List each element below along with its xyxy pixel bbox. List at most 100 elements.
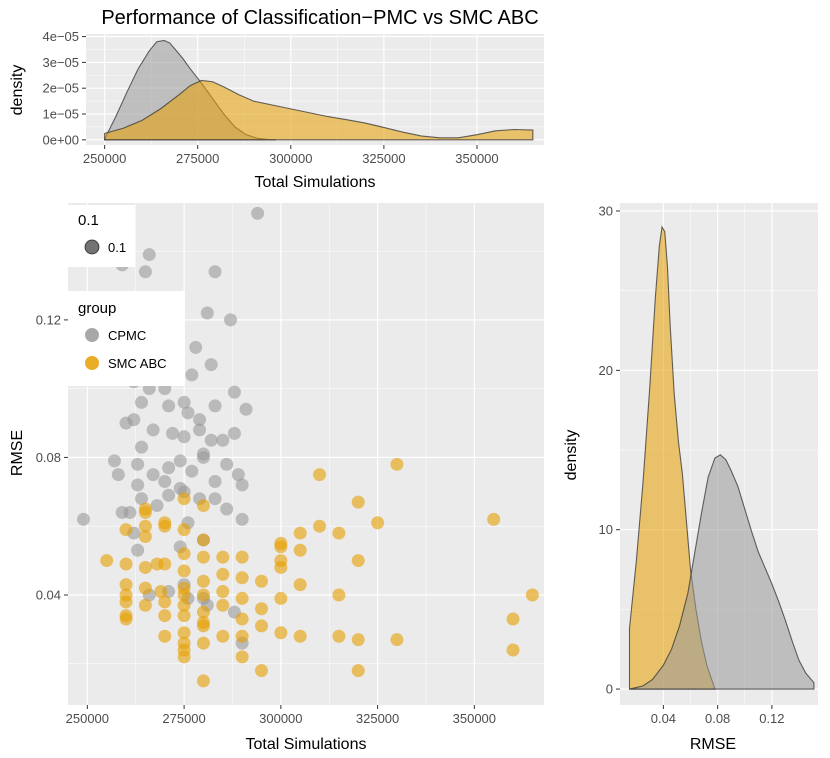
point-smc-abc: [177, 564, 191, 578]
point-smc-abc: [119, 523, 133, 537]
point-cpmc: [208, 399, 222, 413]
point-smc-abc: [351, 495, 365, 509]
right-density-cpmc: [629, 454, 815, 690]
top-density-smc-abc: [104, 79, 534, 141]
point-smc-abc: [313, 519, 327, 533]
point-smc-abc: [293, 543, 307, 557]
point-smc-abc: [196, 605, 210, 619]
right-y-axis-label: density: [563, 430, 580, 481]
point-cpmc: [173, 454, 187, 468]
point-smc-abc: [351, 633, 365, 647]
top-x-tick-label: 250000: [83, 151, 126, 166]
right-y-tick-label: 30: [599, 203, 613, 218]
point-cpmc: [231, 468, 245, 482]
top-y-tick-label: 1e−05: [42, 107, 79, 122]
point-smc-abc: [506, 643, 520, 657]
top-y-tick-label: 4e−05: [42, 29, 79, 44]
point-cpmc: [150, 499, 164, 513]
right-y-tick-label: 20: [599, 363, 613, 378]
point-smc-abc: [138, 581, 152, 595]
point-cpmc: [131, 457, 145, 471]
point-cpmc: [204, 358, 218, 372]
point-cpmc: [158, 475, 172, 489]
point-smc-abc: [158, 595, 172, 609]
right-x-axis-label: RMSE: [690, 736, 736, 753]
point-smc-abc: [293, 578, 307, 592]
point-smc-abc: [158, 629, 172, 643]
point-smc-abc: [138, 598, 152, 612]
legend-label-cpmc: CPMC: [108, 328, 146, 343]
point-smc-abc: [332, 588, 346, 602]
point-cpmc: [177, 430, 191, 444]
point-cpmc: [162, 399, 176, 413]
point-smc-abc: [332, 629, 346, 643]
point-smc-abc: [177, 609, 191, 623]
scatter-panel: [68, 203, 544, 705]
legend-label-smc-abc: SMC ABC: [108, 356, 167, 371]
scatter-y-tick-label: 0.08: [36, 450, 61, 465]
alpha-legend-title: 0.1: [78, 212, 99, 229]
top-x-tick-label: 300000: [269, 151, 312, 166]
scatter-x-tick-label: 275000: [162, 711, 205, 726]
point-smc-abc: [177, 547, 191, 561]
point-cpmc: [131, 478, 145, 492]
point-cpmc: [208, 492, 222, 506]
point-cpmc: [119, 416, 133, 430]
point-smc-abc: [506, 612, 520, 626]
point-smc-abc: [119, 578, 133, 592]
right-y-tick-label: 10: [599, 522, 613, 537]
point-smc-abc: [351, 554, 365, 568]
point-cpmc: [227, 385, 241, 399]
point-cpmc: [196, 450, 210, 464]
point-cpmc: [224, 313, 238, 327]
point-smc-abc: [196, 619, 210, 633]
top-y-tick-label: 0e+00: [42, 132, 79, 147]
right-x-ticks: 0.04 0.08 0.12: [651, 705, 785, 726]
point-cpmc: [107, 454, 121, 468]
point-smc-abc: [216, 598, 230, 612]
alpha-legend-box: [68, 205, 135, 267]
point-smc-abc: [216, 585, 230, 599]
point-smc-abc: [274, 591, 288, 605]
right-x-tick-label: 0.12: [759, 711, 784, 726]
point-smc-abc: [235, 591, 249, 605]
point-smc-abc: [235, 550, 249, 564]
chart-title: Performance of Classification−PMC vs SMC…: [101, 7, 538, 29]
point-smc-abc: [138, 505, 152, 519]
top-y-axis-label: density: [9, 65, 26, 116]
point-smc-abc: [293, 629, 307, 643]
point-cpmc: [111, 468, 125, 482]
point-cpmc: [216, 433, 230, 447]
point-cpmc: [204, 433, 218, 447]
point-smc-abc: [119, 557, 133, 571]
scatter-y-tick-label: 0.04: [36, 587, 61, 602]
right-x-tick-label: 0.04: [651, 711, 676, 726]
point-smc-abc: [254, 664, 268, 678]
point-cpmc: [185, 464, 199, 478]
point-smc-abc: [313, 468, 327, 482]
point-cpmc: [76, 512, 90, 526]
point-cpmc: [138, 265, 152, 279]
top-x-tick-label: 350000: [455, 151, 498, 166]
point-smc-abc: [196, 533, 210, 547]
scatter-x-tick-label: 350000: [453, 711, 496, 726]
point-smc-abc: [216, 550, 230, 564]
point-smc-abc: [138, 560, 152, 574]
point-smc-abc: [177, 588, 191, 602]
top-x-ticks: 250000 275000 300000 325000 350000: [83, 145, 499, 166]
top-x-axis-label: Total Simulations: [255, 174, 376, 191]
point-cpmc: [142, 248, 156, 262]
point-smc-abc: [196, 499, 210, 513]
scatter-x-tick-label: 250000: [66, 711, 109, 726]
point-smc-abc: [158, 519, 172, 533]
point-cpmc: [208, 265, 222, 279]
point-smc-abc: [216, 567, 230, 581]
point-cpmc: [200, 306, 214, 320]
point-smc-abc: [196, 636, 210, 650]
point-cpmc: [220, 457, 234, 471]
top-y-ticks: 0e+00 1e−05 2e−05 3e−05 4e−05: [42, 29, 86, 147]
point-smc-abc: [293, 526, 307, 540]
point-cpmc: [146, 423, 160, 437]
alpha-legend-key: [84, 239, 100, 255]
